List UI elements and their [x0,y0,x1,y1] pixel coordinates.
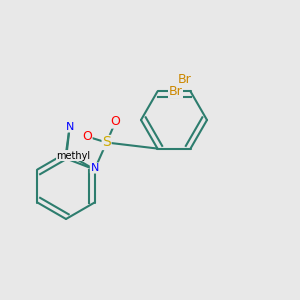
Text: methyl: methyl [56,151,91,160]
Text: Br: Br [178,73,191,86]
Text: O: O [82,130,92,143]
Text: S: S [102,136,111,149]
Text: O: O [111,115,121,128]
Text: N: N [90,163,99,173]
Text: N: N [65,122,74,132]
Text: Br: Br [169,85,182,98]
